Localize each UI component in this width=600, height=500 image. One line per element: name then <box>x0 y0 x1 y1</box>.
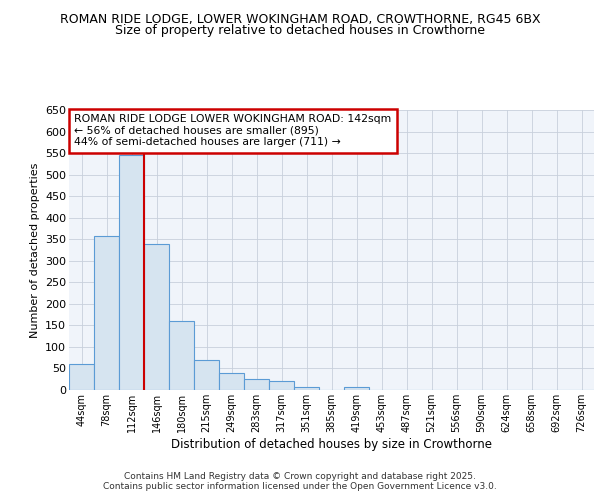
Text: ROMAN RIDE LODGE, LOWER WOKINGHAM ROAD, CROWTHORNE, RG45 6BX: ROMAN RIDE LODGE, LOWER WOKINGHAM ROAD, … <box>59 12 541 26</box>
Bar <box>269 382 294 390</box>
Text: Contains public sector information licensed under the Open Government Licence v3: Contains public sector information licen… <box>103 482 497 491</box>
Bar <box>119 155 144 390</box>
Bar <box>294 386 319 390</box>
Y-axis label: Number of detached properties: Number of detached properties <box>29 162 40 338</box>
Text: ROMAN RIDE LODGE LOWER WOKINGHAM ROAD: 142sqm
← 56% of detached houses are small: ROMAN RIDE LODGE LOWER WOKINGHAM ROAD: 1… <box>74 114 392 148</box>
Bar <box>169 321 194 390</box>
Bar <box>94 236 119 390</box>
Text: Size of property relative to detached houses in Crowthorne: Size of property relative to detached ho… <box>115 24 485 37</box>
Bar <box>194 360 219 390</box>
Bar <box>69 364 94 390</box>
X-axis label: Distribution of detached houses by size in Crowthorne: Distribution of detached houses by size … <box>171 438 492 450</box>
Bar <box>144 244 169 390</box>
Bar <box>244 379 269 390</box>
Bar <box>219 373 244 390</box>
Bar <box>344 386 369 390</box>
Text: Contains HM Land Registry data © Crown copyright and database right 2025.: Contains HM Land Registry data © Crown c… <box>124 472 476 481</box>
